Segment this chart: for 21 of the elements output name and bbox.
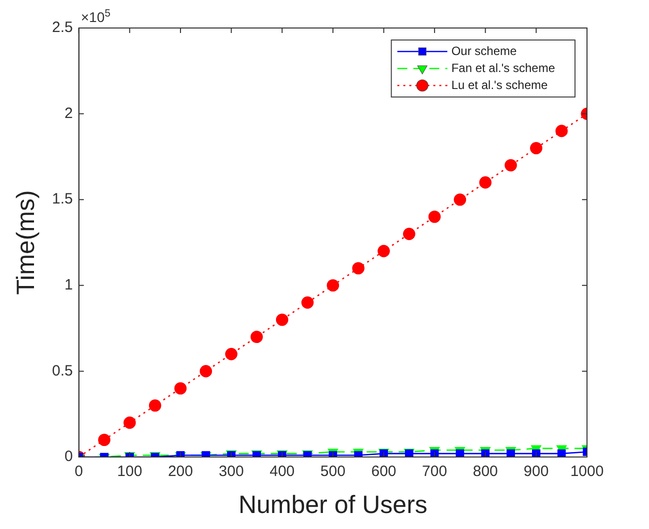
- x-tick-label: 500: [320, 463, 346, 480]
- y-tick-label: 0.5: [52, 362, 73, 380]
- y-tick-label: 2: [64, 104, 73, 122]
- x-tick-label: 700: [422, 463, 448, 480]
- y-tick-label: 1.5: [52, 190, 73, 208]
- x-tick-label: 100: [117, 463, 142, 480]
- y-tick-label: 2.5: [52, 19, 73, 36]
- x-tick-label: 900: [524, 463, 549, 480]
- x-tick-label: 400: [270, 463, 295, 480]
- y-axis-title: Time(ms): [12, 190, 40, 295]
- x-tick-label: 300: [218, 463, 244, 480]
- legend-label: Fan et al.'s scheme: [451, 60, 556, 75]
- x-tick-label: 1000: [570, 463, 604, 480]
- y-tick-label: 1: [64, 276, 73, 294]
- legend-label: Our scheme: [451, 44, 518, 58]
- legend-label: Lu et al.'s scheme: [451, 78, 548, 92]
- x-tick-label: 200: [168, 463, 193, 480]
- x-tick-label: 600: [371, 463, 396, 480]
- y-tick-label: 0: [64, 448, 73, 466]
- x-tick-label: 800: [472, 463, 498, 480]
- x-axis-title: Number of Users: [238, 490, 428, 519]
